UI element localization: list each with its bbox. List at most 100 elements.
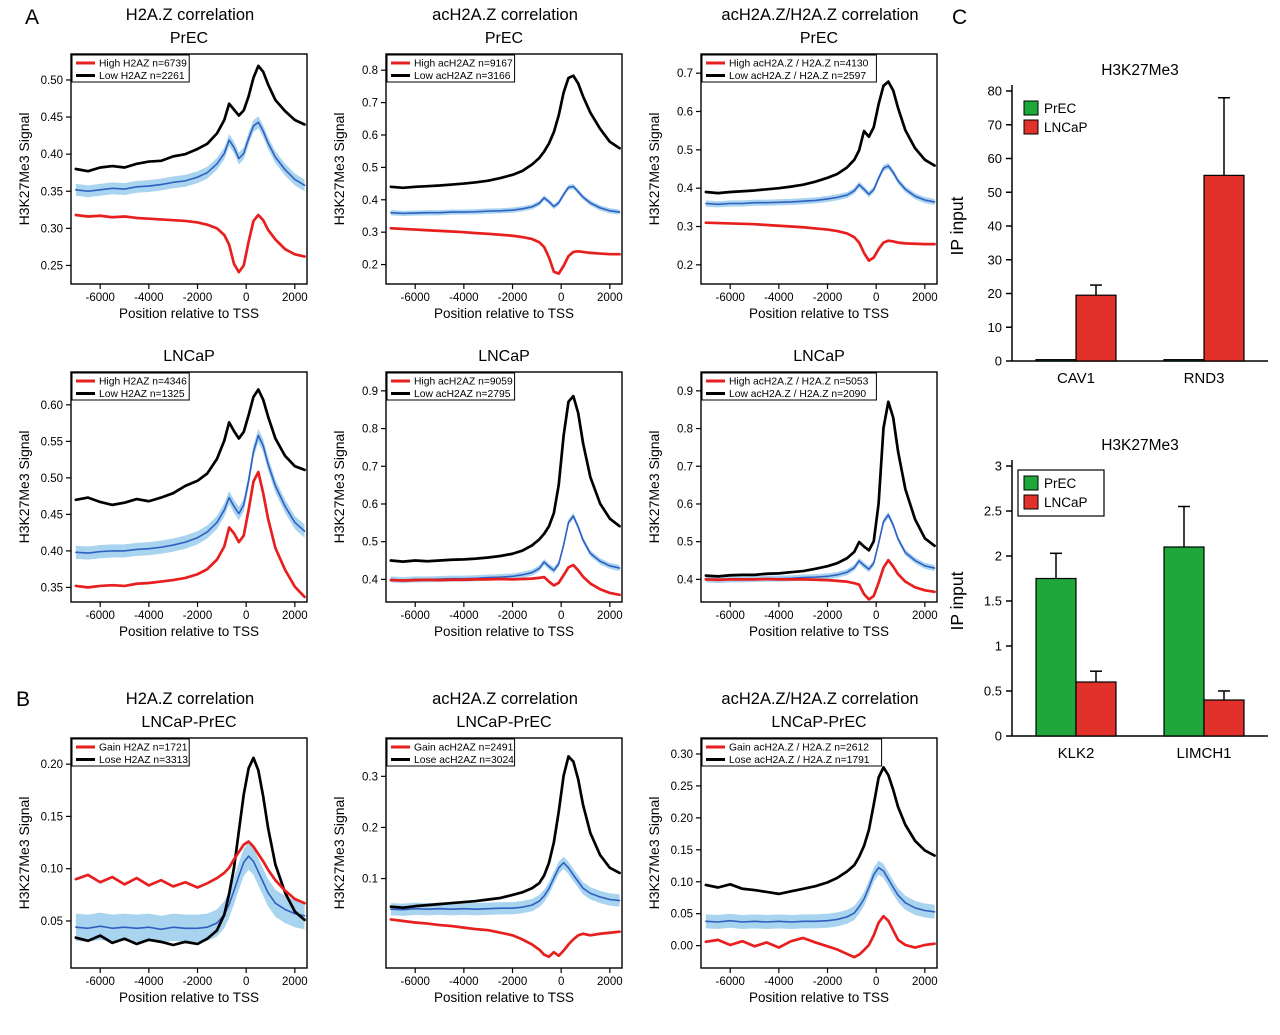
svg-text:H3K27Me3 Signal: H3K27Me3 Signal [331,431,347,544]
svg-text:High acH2AZ n=9059: High acH2AZ n=9059 [414,377,513,388]
svg-text:-4000: -4000 [764,976,793,988]
line-chart-ach2az-lncap-prec: LNCaP-PrEC -6000 -4000 -2000 0 2000 Position r… [330,712,630,1030]
line-chart-ratio-lncap-prec: LNCaP-PrEC -6000 -4000 -2000 0 2000 Position r… [645,712,945,1030]
svg-text:80: 80 [988,84,1002,99]
svg-text:KLK2: KLK2 [1058,745,1095,762]
svg-text:RND3: RND3 [1184,370,1225,387]
svg-text:-6000: -6000 [715,292,744,304]
svg-text:IP input: IP input [947,196,967,255]
svg-text:0.8: 0.8 [362,424,378,436]
svg-text:Position relative to TSS: Position relative to TSS [119,990,259,1005]
panel-a-col-h2az: H2A.Z correlation PrEC -6000 -4000 -2000 0 20… [15,6,315,664]
svg-text:-2000: -2000 [498,292,527,304]
svg-text:-2000: -2000 [813,292,842,304]
svg-text:LNCaP-PrEC: LNCaP-PrEC [456,714,551,731]
line-chart-ach2az-lncap: LNCaP -6000 -4000 -2000 0 2000 Position relati… [330,346,630,664]
svg-text:Position relative to TSS: Position relative to TSS [749,624,889,639]
svg-text:30: 30 [988,252,1002,267]
svg-text:-6000: -6000 [400,976,429,988]
svg-text:Gain acH2AZ n=2491: Gain acH2AZ n=2491 [414,743,514,754]
svg-text:-2000: -2000 [498,976,527,988]
svg-text:1: 1 [995,639,1002,654]
svg-text:10: 10 [988,320,1002,335]
svg-text:0.7: 0.7 [362,98,378,110]
svg-text:0.40: 0.40 [41,546,63,558]
svg-text:-2000: -2000 [183,610,212,622]
svg-text:0.00: 0.00 [671,941,693,953]
svg-text:0.5: 0.5 [677,537,693,549]
line-chart-svg: PrEC -6000 -4000 -2000 0 2000 Position relativ… [16,30,308,321]
svg-text:H3K27Me3 Signal: H3K27Me3 Signal [646,113,662,226]
bar-chart-svg: H3K27Me3 0 10 20 30 40 50 60 70 80 IP input CAV1 RND… [947,62,1268,387]
panel-b-col-ratio: acH2A.Z/H2A.Z correlation LNCaP-PrEC -600… [645,690,945,1030]
svg-text:0.2: 0.2 [677,260,693,272]
svg-text:0: 0 [558,976,564,988]
svg-text:H3K27Me3 Signal: H3K27Me3 Signal [16,113,32,226]
svg-text:2000: 2000 [282,976,308,988]
svg-text:Gain H2AZ n=1721: Gain H2AZ n=1721 [99,743,188,754]
svg-text:0.20: 0.20 [41,759,63,771]
svg-text:0.60: 0.60 [41,400,63,412]
svg-text:-2000: -2000 [813,976,842,988]
panel-c-label: C [952,6,968,29]
svg-text:0.50: 0.50 [41,75,63,87]
svg-text:0.5: 0.5 [677,145,693,157]
svg-text:LNCaP: LNCaP [1044,120,1088,135]
svg-text:0.9: 0.9 [362,386,378,398]
svg-text:PrEC: PrEC [485,30,523,47]
svg-text:-4000: -4000 [134,292,163,304]
svg-text:2000: 2000 [282,610,308,622]
svg-text:0.45: 0.45 [41,509,63,521]
svg-text:0.25: 0.25 [671,781,693,793]
svg-text:0.35: 0.35 [41,582,63,594]
svg-text:0.20: 0.20 [671,813,693,825]
svg-text:0.5: 0.5 [362,162,378,174]
svg-text:PrEC: PrEC [800,30,838,47]
svg-text:2000: 2000 [912,610,938,622]
col-header-ach2az-correlation: acH2A.Z correlation [432,6,578,24]
line-chart-svg: LNCaP -6000 -4000 -2000 0 2000 Position relati… [646,348,938,639]
panel-a-col-ratio: acH2A.Z/H2A.Z correlation PrEC -6000 -4000… [645,6,945,664]
svg-text:0.7: 0.7 [677,461,693,473]
line-chart-svg: LNCaP-PrEC -6000 -4000 -2000 0 2000 Position r… [331,714,623,1005]
svg-text:2000: 2000 [597,610,623,622]
svg-text:0.3: 0.3 [677,222,693,234]
svg-text:0.05: 0.05 [41,916,63,928]
svg-text:-6000: -6000 [85,976,114,988]
svg-text:High acH2AZ n=9167: High acH2AZ n=9167 [414,59,513,70]
svg-text:H3K27Me3: H3K27Me3 [1101,437,1179,454]
svg-text:CAV1: CAV1 [1057,370,1095,387]
svg-text:LNCaP: LNCaP [1044,495,1088,510]
svg-text:-2000: -2000 [183,292,212,304]
svg-text:-4000: -4000 [449,610,478,622]
svg-text:0.6: 0.6 [362,499,378,511]
svg-text:PrEC: PrEC [170,30,208,47]
svg-text:70: 70 [988,117,1002,132]
svg-text:0.25: 0.25 [41,260,63,272]
svg-text:-6000: -6000 [715,976,744,988]
svg-text:50: 50 [988,185,1002,200]
svg-text:Low H2AZ n=2261: Low H2AZ n=2261 [99,71,185,82]
svg-text:High H2AZ n=6739: High H2AZ n=6739 [99,59,187,70]
panel-b-col-ach2az: acH2A.Z correlation LNCaP-PrEC -6000 -4000… [330,690,630,1030]
svg-text:0: 0 [243,610,249,622]
svg-text:0: 0 [873,292,879,304]
svg-text:H3K27Me3 Signal: H3K27Me3 Signal [16,797,32,910]
svg-text:Position relative to TSS: Position relative to TSS [434,990,574,1005]
svg-text:0.50: 0.50 [41,473,63,485]
col-header-b-h2az-correlation: H2A.Z correlation [125,690,255,708]
svg-text:0.30: 0.30 [41,223,63,235]
svg-text:-2000: -2000 [498,610,527,622]
svg-text:Position relative to TSS: Position relative to TSS [749,990,889,1005]
svg-text:0.5: 0.5 [362,537,378,549]
svg-text:0.10: 0.10 [41,864,63,876]
line-chart-h2az-lncap: LNCaP -6000 -4000 -2000 0 2000 Position relati… [15,346,315,664]
svg-text:High H2AZ n=4346: High H2AZ n=4346 [99,377,187,388]
svg-text:0: 0 [873,976,879,988]
line-chart-svg: PrEC -6000 -4000 -2000 0 2000 Position relativ… [646,30,938,321]
svg-text:0.05: 0.05 [671,909,693,921]
svg-text:3: 3 [995,459,1002,474]
svg-text:0.40: 0.40 [41,149,63,161]
svg-text:Lose acH2AZ n=3024: Lose acH2AZ n=3024 [414,755,514,766]
